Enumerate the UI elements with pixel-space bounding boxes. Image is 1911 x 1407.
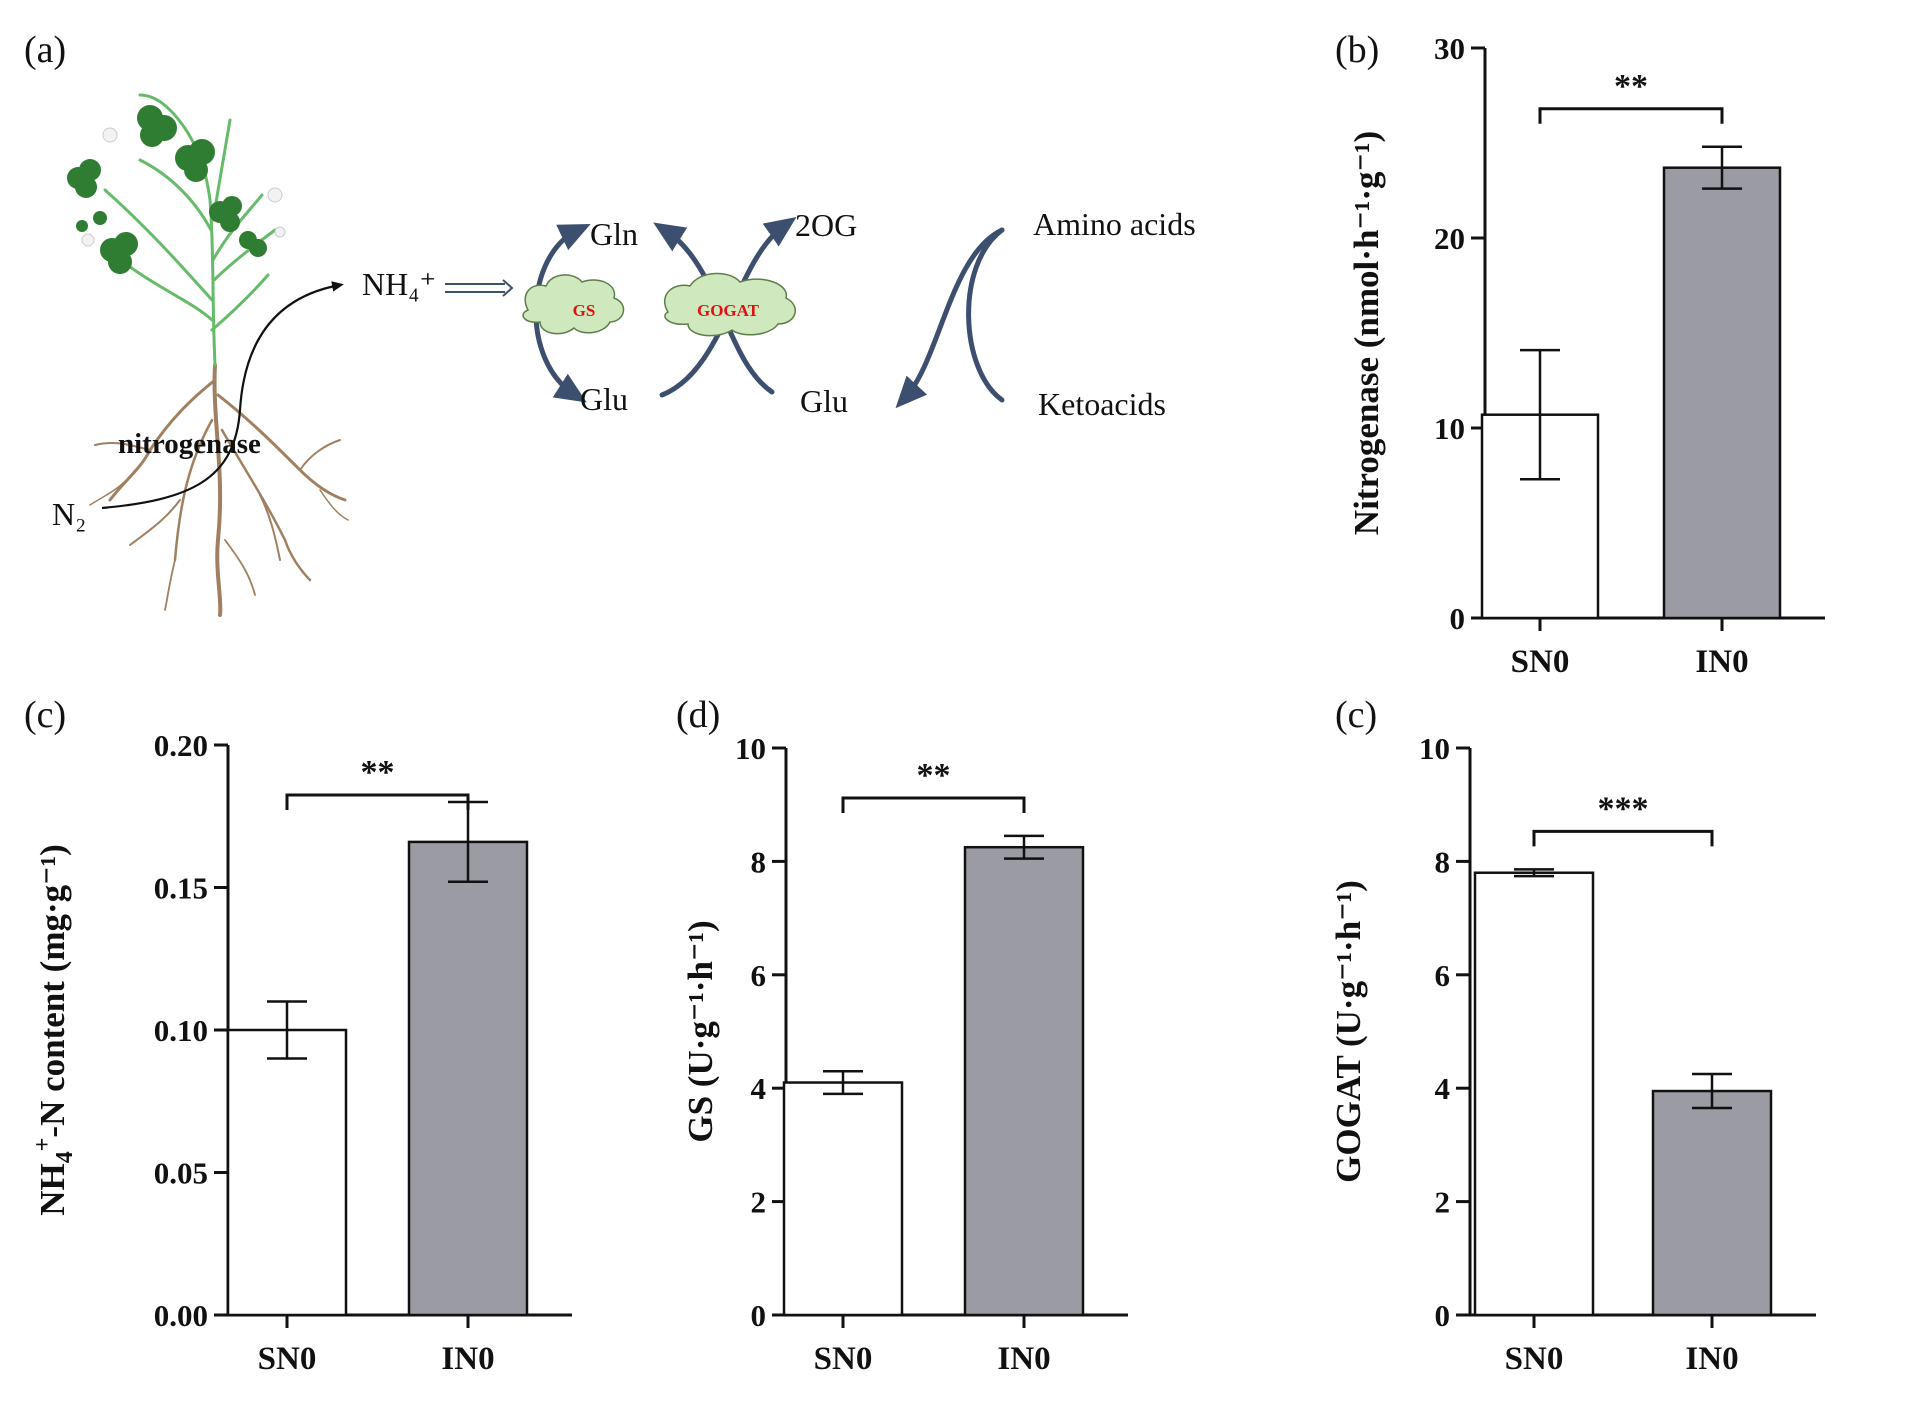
chart-c-nh4: (c) 0.00 0.05 0.10 0.15 0.20 SN0 IN0 ** NH4+-N co… (24, 694, 572, 1377)
y-tick-label: 20 (1434, 221, 1465, 256)
x-tick-label-sn0: SN0 (258, 1341, 317, 1377)
y-axis-label: GOGAT (U·g⁻¹·h⁻¹) (1329, 880, 1368, 1183)
y-label-sup: + (30, 1138, 56, 1152)
x-tick-label-sn0: SN0 (1505, 1341, 1564, 1377)
gogat-cloud: GOGAT (663, 272, 796, 337)
bar-sn0 (226, 1028, 348, 1317)
panel-label: (c) (24, 694, 66, 736)
significance-bracket (1532, 829, 1714, 847)
nitrogenase-label: nitrogenase (118, 428, 261, 460)
y-tick-label: 8 (1435, 844, 1451, 879)
y-tick-label: 0.10 (154, 1013, 208, 1048)
ketoacids-label: Ketoacids (1038, 386, 1166, 422)
significance-stars: *** (1598, 790, 1649, 827)
x-tick-label-in0: IN0 (997, 1341, 1050, 1377)
y-tick-label: 4 (751, 1071, 767, 1106)
panel-label: (b) (1335, 29, 1379, 71)
y-tick-label: 0 (751, 1298, 767, 1333)
x-tick-label-in0: IN0 (1685, 1341, 1738, 1377)
y-tick-label: 30 (1434, 31, 1465, 66)
plant-flowers (81, 127, 286, 247)
y-tick-label: 0.05 (154, 1156, 208, 1191)
panel-label: (d) (676, 694, 720, 736)
significance-bracket (285, 793, 470, 810)
bar-in0 (1651, 1089, 1773, 1317)
y-tick-label: 2 (1435, 1185, 1451, 1220)
x-tick-label-sn0: SN0 (814, 1341, 873, 1377)
significance-stars: ** (1614, 68, 1648, 105)
bar-in0 (1662, 166, 1782, 620)
y-tick-label: 10 (735, 731, 766, 766)
gogat-label: GOGAT (697, 301, 760, 320)
significance-stars: ** (361, 754, 395, 791)
nh4-label: NH₄⁺ (362, 266, 436, 302)
panel-label: (c) (1335, 694, 1377, 736)
y-tick-label: 0.20 (154, 728, 208, 763)
plant-stems (103, 93, 277, 367)
y-tick-label: 6 (751, 958, 767, 993)
y-tick-label: 2 (751, 1185, 767, 1220)
chart-d-gs: (d) 0 2 4 6 8 10 SN0 IN0 ** GS (U·g⁻¹·h⁻¹) (676, 694, 1128, 1377)
panel-a-diagram: (a) (24, 29, 1196, 617)
y-tick-label: 0.15 (154, 871, 208, 906)
n2-label: N₂ (52, 496, 86, 532)
glu-left-label: Glu (580, 381, 628, 417)
gs-label: GS (573, 301, 596, 320)
y-axis-label: GS (U·g⁻¹·h⁻¹) (681, 920, 720, 1142)
panel-a-label: (a) (24, 29, 66, 71)
chart-e-gogat: (c) 0 2 4 6 8 10 SN0 IN0 *** GOGAT (U·g⁻¹·h⁻¹) (1329, 694, 1816, 1377)
y-tick-label: 0 (1450, 601, 1466, 636)
bar-sn0 (1473, 871, 1595, 1317)
amino-acids-label: Amino acids (1033, 206, 1196, 242)
x-tick-label-in0: IN0 (441, 1341, 494, 1377)
y-label-rest: -N content (mg·g⁻¹) (33, 844, 72, 1137)
plant-leaves (67, 105, 267, 274)
y-axis-label: NH4+-N content (mg·g⁻¹) (30, 844, 78, 1216)
gln-label: Gln (590, 216, 638, 252)
y-tick-label: 10 (1434, 411, 1465, 446)
2og-label: 2OG (795, 207, 857, 243)
y-tick-label: 6 (1435, 958, 1451, 993)
significance-bracket (1538, 107, 1724, 124)
glu-right-label: Glu (800, 383, 848, 419)
y-tick-label: 4 (1435, 1071, 1451, 1106)
y-label-sub: 4 (52, 1151, 78, 1163)
nh4-double-arrow (445, 279, 514, 297)
y-axis-label: Nitrogenase (nmol·h⁻¹·g⁻¹) (1347, 131, 1386, 535)
bar-in0 (963, 845, 1085, 1317)
gs-cloud: GS (522, 274, 625, 335)
bar-sn0 (782, 1081, 904, 1317)
y-tick-label: 10 (1419, 731, 1450, 766)
chart-b-nitrogenase: (b) 0 10 20 30 SN0 IN0 ** Nitrogenase (nmol·h⁻¹·… (1335, 29, 1825, 680)
x-tick-label-sn0: SN0 (1511, 644, 1570, 680)
x-tick-label-in0: IN0 (1695, 644, 1748, 680)
y-tick-label: 0 (1435, 1298, 1451, 1333)
significance-stars: ** (917, 757, 951, 794)
bar-in0 (407, 840, 529, 1317)
y-label-main: NH (33, 1163, 72, 1216)
significance-bracket (841, 796, 1026, 813)
plant-roots (89, 363, 349, 617)
y-tick-label: 0.00 (154, 1298, 208, 1333)
y-tick-label: 8 (751, 844, 767, 879)
fixation-arrow (101, 281, 344, 510)
